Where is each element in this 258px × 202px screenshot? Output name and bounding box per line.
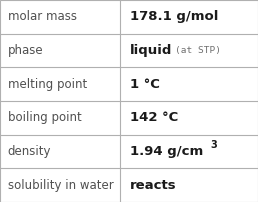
Text: liquid: liquid (130, 44, 173, 57)
Text: molar mass: molar mass (8, 10, 77, 23)
Text: phase: phase (8, 44, 43, 57)
Text: 1.94 g/cm: 1.94 g/cm (130, 145, 204, 158)
Text: density: density (8, 145, 51, 158)
Text: 3: 3 (210, 140, 217, 150)
Text: boiling point: boiling point (8, 111, 82, 124)
Text: melting point: melting point (8, 78, 87, 91)
Text: solubility in water: solubility in water (8, 179, 114, 192)
Text: (at STP): (at STP) (175, 46, 221, 55)
Text: 178.1 g/mol: 178.1 g/mol (130, 10, 219, 23)
Text: reacts: reacts (130, 179, 177, 192)
Text: 142 °C: 142 °C (130, 111, 179, 124)
Text: 1 °C: 1 °C (130, 78, 160, 91)
